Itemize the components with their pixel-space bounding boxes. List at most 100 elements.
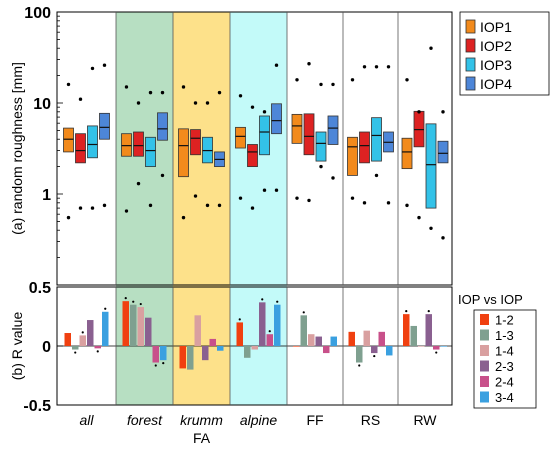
box-IOP4-all: [99, 112, 110, 140]
point-IOP1-RW-1: [405, 78, 409, 82]
panel-background-krumm: [173, 12, 230, 405]
ylabel-b: (b) R value: [9, 312, 25, 381]
ytick-label-b-0.5: 0.5: [29, 280, 51, 297]
bar-2-4-RS: [378, 331, 385, 346]
bar-1-4-alpine: [251, 346, 258, 350]
significance-dot-1-4-all: [81, 331, 84, 334]
box-IOP2-krumm: [190, 129, 201, 156]
point-IOP2-RS-1: [362, 65, 367, 69]
box-IOP3-FF: [315, 131, 327, 162]
box-IOP2-alpine: [247, 144, 258, 168]
legend-label-IOP3: IOP3: [480, 57, 512, 73]
point-IOP3-FF-0: [319, 164, 323, 169]
legend-b: IOP vs IOP 1-21-31-42-32-43-4: [458, 292, 537, 409]
legend-label-1-4: 1-4: [495, 344, 514, 359]
significance-dot-1-2-alpine: [238, 318, 241, 321]
significance-dot-1-3-FF: [302, 311, 305, 314]
point-IOP1-RS-1: [350, 78, 355, 82]
point-IOP4-FF-0: [331, 176, 335, 180]
box-IOP3-alpine: [259, 115, 270, 156]
point-IOP1-alpine-0: [238, 196, 243, 200]
significance-dot-3-4-all: [104, 307, 107, 310]
ytick-label-a-10: 10: [33, 96, 51, 113]
significance-dot-1-2-forest: [124, 297, 127, 300]
significance-dot-2-4-all: [96, 350, 99, 353]
bar-2-3-alpine: [259, 302, 266, 346]
box-IOP1-RS: [347, 136, 358, 176]
box-IOP4-FF: [327, 115, 339, 145]
point-IOP2-forest-1: [136, 101, 141, 105]
box-IOP3-all: [87, 125, 98, 159]
point-IOP4-RS-0: [386, 201, 391, 205]
legend-swatch-IOP2: [465, 38, 476, 53]
point-IOP1-forest-0: [124, 209, 129, 213]
point-IOP1-RS-0: [350, 196, 355, 200]
legend-swatch-2-3: [480, 360, 489, 372]
point-IOP2-RW-0: [417, 215, 421, 220]
bar-3-4-RW: [440, 346, 447, 347]
significance-dot-1-3-forest: [132, 300, 135, 303]
bar-2-4-alpine: [266, 334, 273, 346]
box-IOP3-forest: [145, 136, 156, 168]
bar-3-4-alpine: [274, 304, 281, 346]
bar-1-2-FF: [293, 346, 300, 347]
bar-1-3-RS: [356, 346, 363, 363]
bar-1-2-forest: [122, 301, 129, 346]
bar-2-3-FF: [315, 336, 322, 346]
bar-1-4-all: [79, 335, 86, 346]
bar-2-3-RS: [371, 346, 378, 354]
point-IOP4-forest-1: [160, 90, 165, 95]
point-IOP2-forest-0: [136, 181, 141, 186]
bar-3-4-FF: [330, 336, 337, 346]
point-IOP4-krumm-0: [217, 203, 222, 208]
bar-1-4-krumm: [194, 315, 201, 346]
point-IOP4-forest-0: [160, 173, 165, 178]
point-IOP2-all-1: [78, 97, 83, 101]
legend-swatch-1-4: [480, 345, 489, 356]
point-IOP4-all-0: [102, 203, 107, 208]
bar-2-3-RW: [425, 314, 432, 346]
point-IOP3-RS-0: [374, 173, 379, 178]
point-IOP4-alpine-1: [274, 63, 279, 67]
bar-1-3-krumm: [187, 346, 194, 370]
point-IOP2-FF-0: [307, 198, 311, 203]
bar-3-4-forest: [160, 346, 167, 361]
bar-1-2-all: [64, 333, 71, 346]
significance-dot-2-3-RW: [427, 310, 430, 313]
bar-2-4-FF: [323, 346, 330, 354]
point-IOP2-alpine-1: [250, 105, 255, 109]
bar-2-4-forest: [152, 346, 159, 363]
legend-label-2-4: 2-4: [495, 375, 514, 390]
point-IOP2-alpine-0: [250, 206, 255, 210]
ytick-label-a-100: 100: [24, 5, 51, 22]
bar-3-4-RS: [386, 346, 393, 356]
point-IOP1-krumm-1: [181, 85, 186, 89]
box-IOP1-RW: [401, 137, 413, 170]
significance-dot-1-3-RS: [358, 364, 361, 367]
bar-1-2-RS: [348, 331, 355, 346]
point-IOP3-forest-1: [148, 90, 153, 95]
significance-dot-2-3-alpine: [261, 298, 264, 301]
bar-2-3-krumm: [202, 346, 209, 361]
bar-2-3-all: [87, 320, 94, 346]
significance-dot-1-4-forest: [139, 302, 142, 306]
point-IOP1-alpine-1: [238, 94, 243, 98]
point-IOP4-all-1: [102, 63, 107, 67]
bar-1-3-forest: [130, 304, 137, 346]
bar-1-2-krumm: [179, 346, 186, 369]
box-IOP1-all: [63, 127, 74, 153]
ylabel-a: (a) random roughness [mm]: [9, 62, 25, 235]
ytick-label-b--0.5: -0.5: [23, 398, 51, 415]
box-IOP2-FF: [303, 113, 315, 156]
box-IOP2-RS: [359, 131, 370, 164]
category-label-krumm: krumm: [180, 412, 223, 428]
legend-swatch-IOP3: [465, 57, 476, 72]
box-IOP4-alpine: [271, 103, 282, 135]
point-IOP2-all-0: [78, 206, 83, 210]
bar-1-3-RW: [410, 325, 417, 346]
point-IOP3-RS-1: [374, 65, 379, 69]
box-IOP3-RS: [371, 117, 382, 162]
box-IOP1-krumm: [178, 128, 189, 178]
point-IOP4-RW-0: [441, 236, 445, 240]
